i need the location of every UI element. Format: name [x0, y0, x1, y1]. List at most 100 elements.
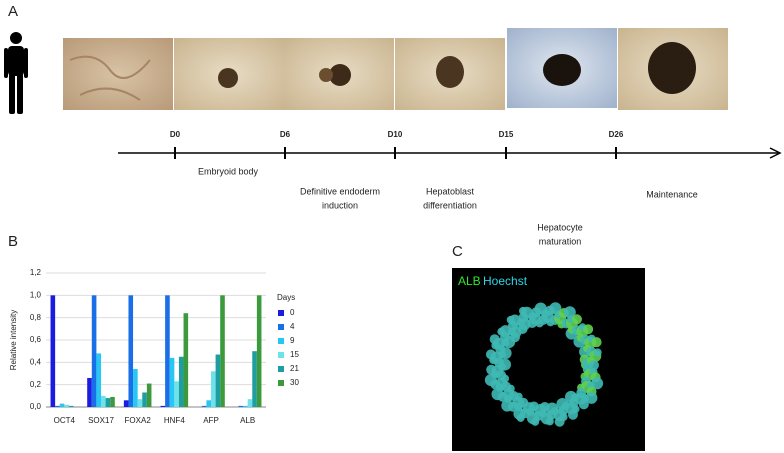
- x-tick-label: ALB: [240, 416, 255, 425]
- cell: [506, 315, 515, 324]
- bar: [105, 398, 111, 407]
- legend-title: Days: [277, 293, 295, 302]
- day-label: D26: [609, 130, 624, 139]
- bar: [137, 399, 143, 407]
- bar: [220, 295, 225, 407]
- cell: [578, 399, 589, 410]
- stage-label: Hepatocyte: [537, 222, 583, 232]
- stage-label: Maintenance: [646, 189, 698, 199]
- legend-swatch: [278, 338, 284, 344]
- x-tick-label: HNF4: [164, 416, 185, 425]
- x-tick-label: OCT4: [54, 416, 76, 425]
- y-tick-label: 0,6: [30, 335, 42, 344]
- cell: [486, 364, 497, 375]
- cell: [516, 413, 525, 422]
- bar: [252, 351, 257, 407]
- legend-swatch: [278, 380, 284, 386]
- cell: [588, 360, 599, 371]
- bar: [183, 313, 189, 407]
- legend-swatch: [278, 352, 284, 358]
- bar: [55, 405, 60, 407]
- bar: [243, 405, 248, 407]
- y-tick-label: 0,2: [30, 380, 42, 389]
- bar: [174, 381, 179, 407]
- cell: [591, 337, 602, 348]
- cell: [567, 409, 578, 420]
- x-tick-label: SOX17: [88, 416, 114, 425]
- bar: [201, 405, 207, 407]
- legend-label: 0: [290, 308, 295, 317]
- bar: [68, 405, 74, 407]
- bar: [206, 400, 211, 407]
- day-label: D15: [499, 130, 514, 139]
- day-label: D10: [388, 130, 403, 139]
- cell: [585, 391, 598, 404]
- photos: [63, 28, 728, 110]
- legend-label: 4: [290, 322, 295, 331]
- y-tick-label: 0,8: [30, 313, 42, 322]
- y-tick-label: 1,0: [30, 290, 42, 299]
- cell: [563, 306, 576, 319]
- y-axis-label: Relative intensity: [9, 310, 18, 370]
- bar: [96, 353, 101, 407]
- legend-label: 21: [290, 364, 299, 373]
- panel-label: B: [8, 233, 18, 250]
- legend-swatch: [278, 310, 284, 316]
- cell: [485, 349, 496, 360]
- bar: [128, 295, 134, 407]
- stage-label: Definitive endoderm: [300, 186, 380, 196]
- arrowhead: [769, 147, 782, 159]
- x-tick-label: AFP: [203, 416, 219, 425]
- stage-label: Hepatoblast: [426, 186, 475, 196]
- bar: [256, 295, 262, 407]
- stage-label: maturation: [539, 236, 582, 246]
- legend-swatch: [278, 366, 284, 372]
- cell: [583, 324, 594, 335]
- bar: [110, 396, 115, 407]
- cell: [545, 417, 554, 426]
- bar: [59, 403, 65, 407]
- cell: [501, 399, 514, 412]
- bar: [165, 295, 170, 407]
- stain-label: Hoechst: [483, 274, 528, 288]
- human-icon: [4, 32, 28, 114]
- bar: [178, 356, 184, 407]
- panel-label: C: [452, 243, 463, 260]
- bar: [211, 371, 216, 407]
- legend-label: 15: [290, 350, 299, 359]
- legend-label: 30: [290, 378, 299, 387]
- bar: [238, 405, 244, 407]
- legend-swatch: [278, 324, 284, 330]
- cell: [518, 306, 527, 315]
- bar: [142, 392, 147, 407]
- panel-label: A: [8, 3, 18, 20]
- bar: [146, 383, 152, 407]
- y-tick-label: 0,0: [30, 402, 42, 411]
- bar: [215, 354, 221, 407]
- stain-label: ALB: [458, 274, 481, 288]
- cell: [531, 417, 540, 426]
- bar: [64, 404, 69, 407]
- bar: [123, 400, 129, 407]
- cell: [489, 334, 500, 345]
- bar: [87, 377, 92, 407]
- bar: [133, 369, 138, 407]
- x-tick-label: FOXA2: [125, 416, 152, 425]
- y-tick-label: 0,4: [30, 357, 42, 366]
- bar: [50, 295, 56, 407]
- bar: [169, 357, 175, 407]
- day-label: D0: [170, 130, 181, 139]
- bar: [91, 295, 97, 407]
- day-label: D6: [280, 130, 291, 139]
- cell: [497, 327, 506, 336]
- bar: [101, 395, 106, 407]
- stage-label: induction: [322, 200, 358, 210]
- legend-label: 9: [290, 336, 295, 345]
- stage-label: Embryoid body: [198, 166, 259, 176]
- bar: [247, 399, 253, 407]
- bar: [160, 405, 166, 407]
- cell: [593, 348, 602, 357]
- y-tick-label: 1,2: [30, 268, 42, 277]
